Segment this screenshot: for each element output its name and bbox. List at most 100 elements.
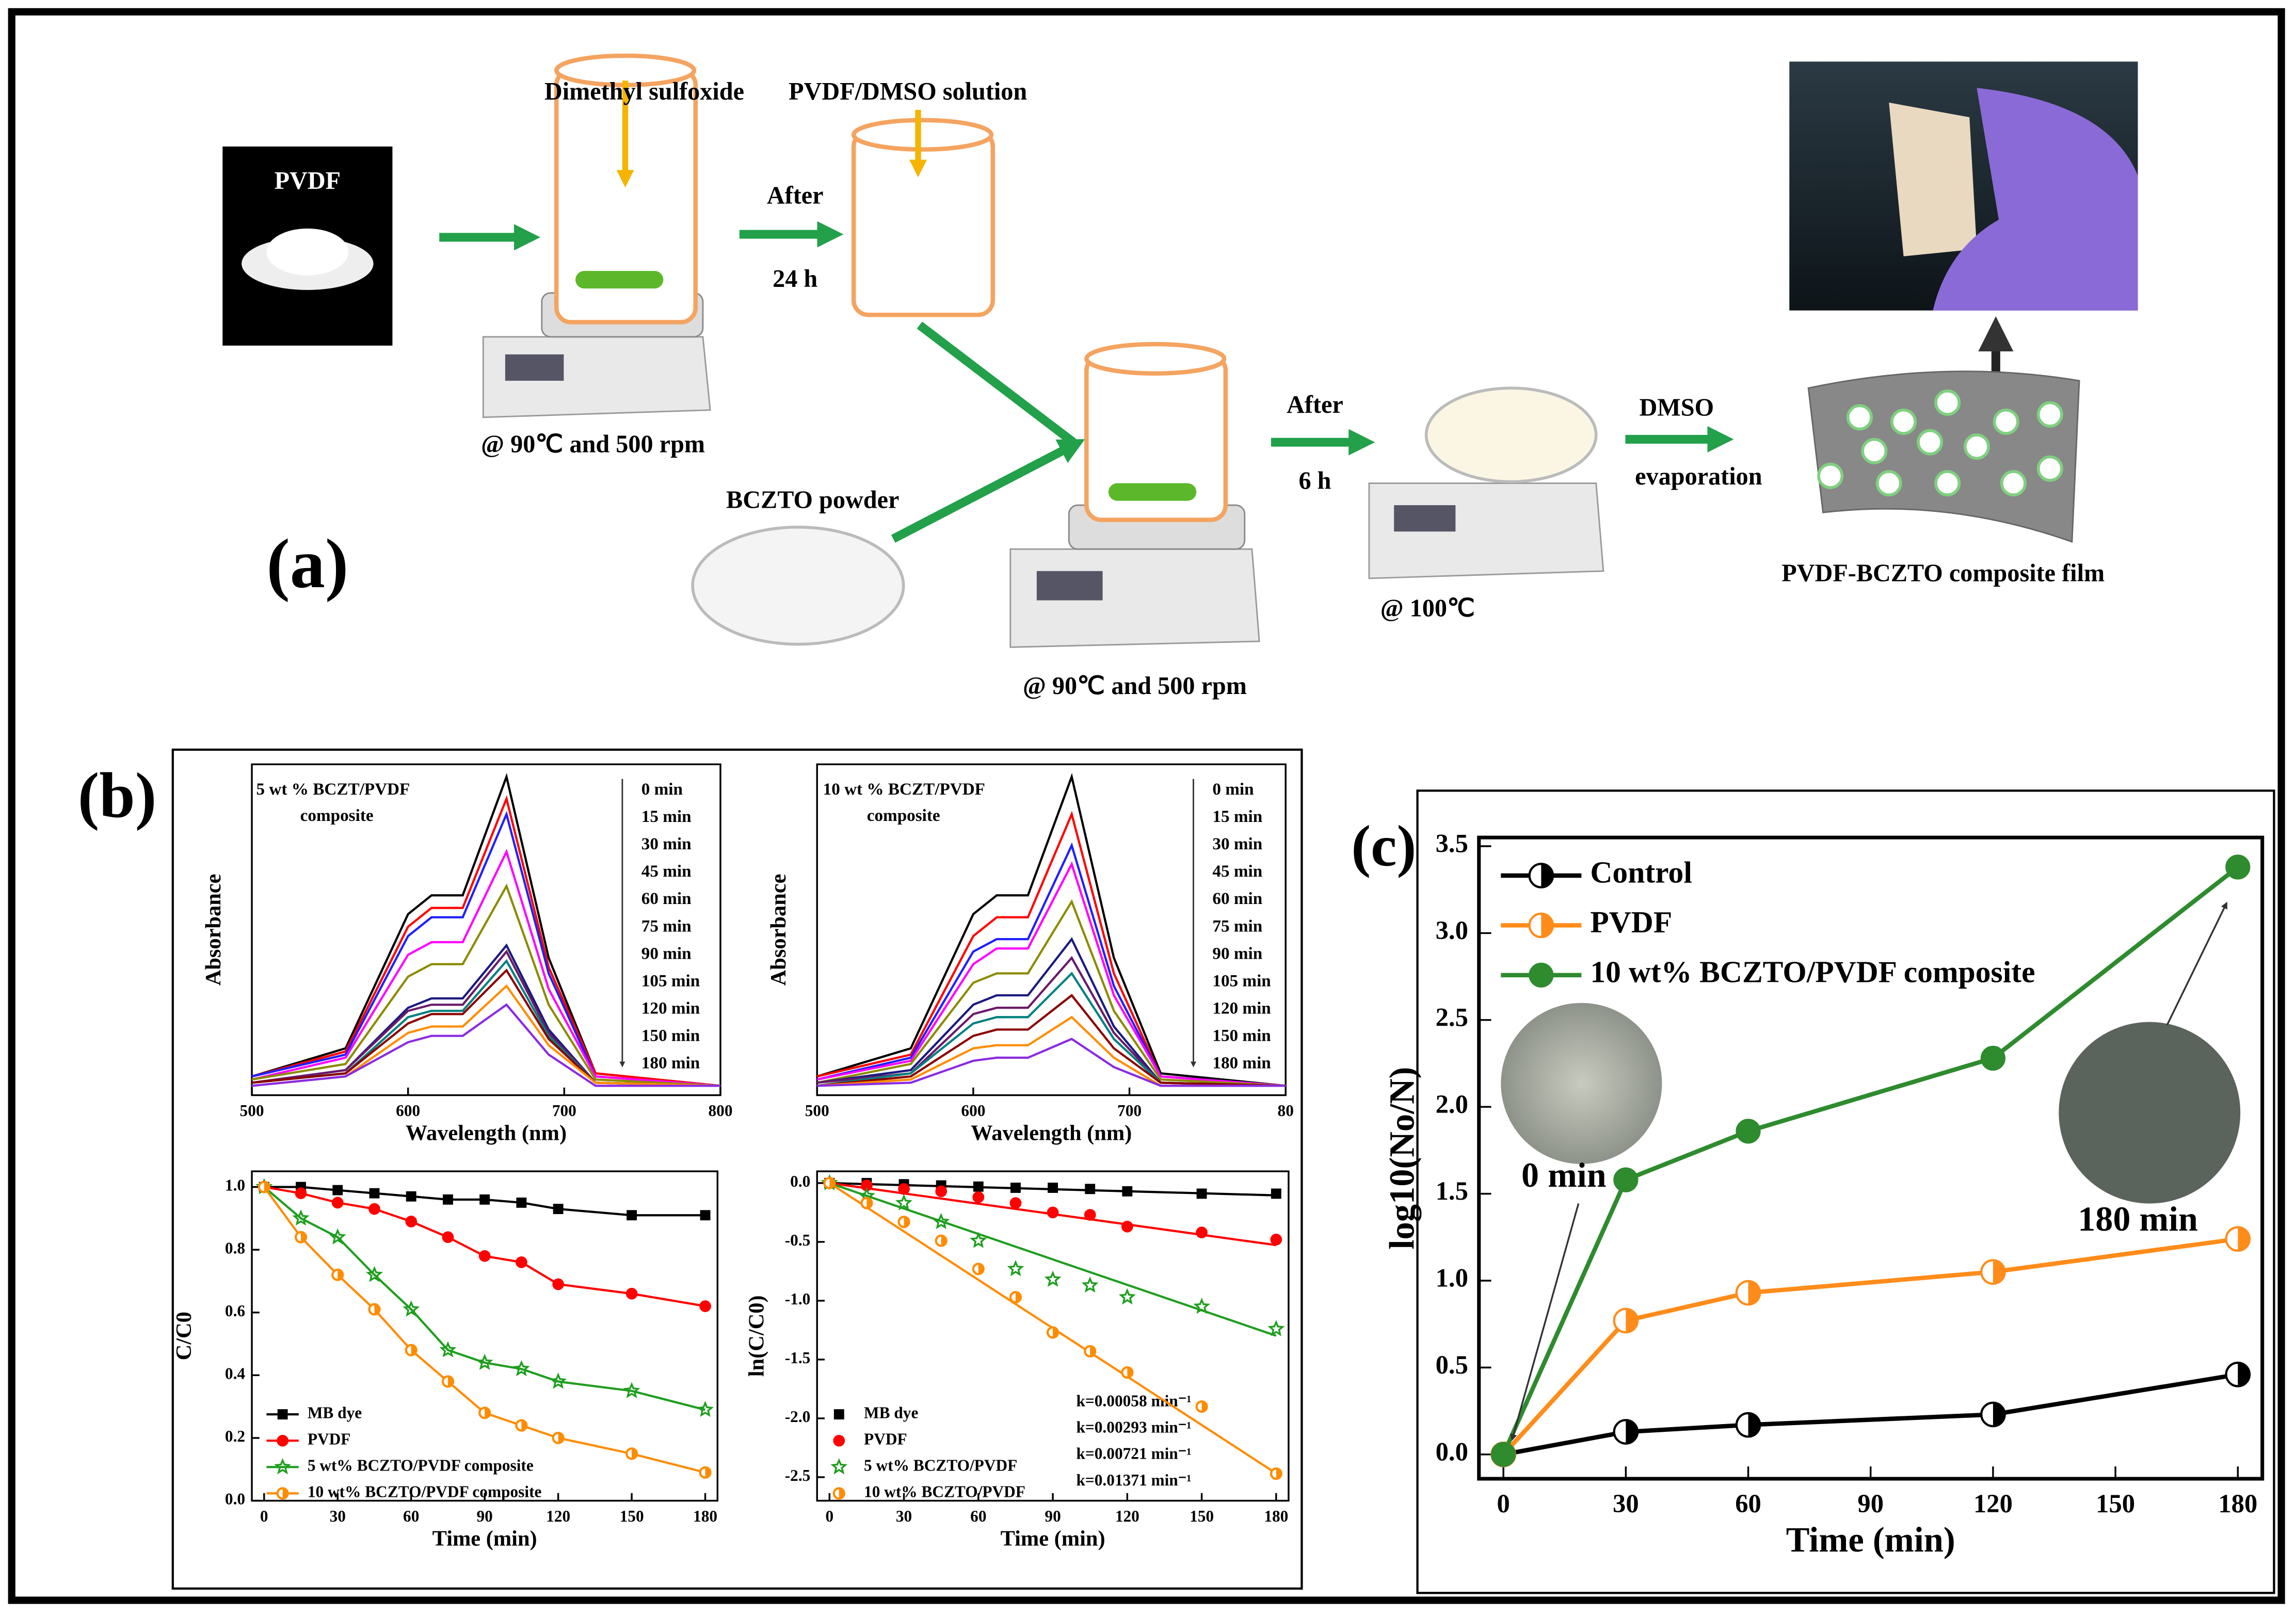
label: @ 100℃ [1380, 594, 1475, 622]
label: Dimethyl sulfoxide [544, 78, 744, 105]
powder [266, 228, 349, 276]
marker [516, 1256, 527, 1268]
legend-label: MB dye [864, 1403, 918, 1422]
marker [625, 1287, 638, 1300]
y-tick-label: 0.0 [1436, 1437, 1468, 1466]
x-tick-label: 500 [805, 1102, 829, 1120]
x-tick-label: 150 [2096, 1489, 2135, 1518]
marker-half [1090, 1346, 1096, 1356]
series-line [251, 773, 721, 1087]
marker [368, 1203, 380, 1215]
marker-half [2238, 1227, 2250, 1251]
y-axis-label: Absorbance [766, 874, 791, 986]
legend-label: 10 wt% BCZTO/PVDF composite [1590, 955, 2035, 989]
x-tick-label: 500 [240, 1102, 264, 1120]
series-line [816, 811, 1286, 1087]
fit-label: k=0.01371 min⁻¹ [1076, 1471, 1191, 1489]
y-tick-label: 3.5 [1436, 829, 1468, 858]
annotation: 10 wt % BCZT/PVDF [823, 780, 985, 799]
marker-half [904, 1217, 909, 1228]
marker-half [1015, 1292, 1021, 1302]
y-tick-label: 0.8 [225, 1239, 245, 1257]
marker-half [1748, 1413, 1760, 1437]
x-tick-label: 60 [403, 1507, 419, 1525]
x-tick-label: 60 [970, 1507, 986, 1525]
panel-a: PVDF Dimethyl sulfoxide PVDF/DMSO soluti… [222, 53, 2138, 700]
legend-label: 90 min [1212, 944, 1262, 963]
y-axis-label: log10(No/N) [1383, 1067, 1422, 1250]
x-tick-label: 0 [825, 1507, 833, 1525]
marker [1267, 1320, 1285, 1336]
panel-c-frame [1416, 789, 2275, 1594]
marker [1009, 1197, 1022, 1209]
marker [627, 1210, 637, 1221]
legend-label: 120 min [1212, 998, 1271, 1018]
marker [1193, 1298, 1211, 1314]
legend-label: 75 min [641, 916, 692, 935]
legend-label: 45 min [1212, 862, 1262, 881]
marker [439, 1341, 457, 1358]
plot-frame [251, 763, 721, 1096]
legend-label: 15 min [641, 807, 692, 826]
marker-half [978, 1264, 984, 1274]
marker [898, 1183, 910, 1195]
y-tick-label: 1.0 [225, 1176, 245, 1194]
marker [972, 1191, 985, 1203]
marker [1270, 1233, 1282, 1246]
x-axis-label: Wavelength (nm) [406, 1121, 567, 1145]
panel-label: (c) [1351, 814, 1416, 879]
marker [476, 1353, 493, 1370]
x-tick-label: 120 [1973, 1489, 2013, 1518]
legend-label: 150 min [641, 1026, 700, 1045]
marker [1121, 1220, 1133, 1233]
legend-label: 90 min [641, 944, 692, 963]
label: 24 h [773, 265, 817, 293]
marker [699, 1300, 711, 1312]
panel-label: (a) [266, 525, 348, 603]
marker [833, 1434, 845, 1447]
x-axis-label: Wavelength (nm) [971, 1121, 1132, 1145]
series-line [817, 956, 1286, 1087]
label: BCZTO powder [726, 486, 899, 513]
marker [550, 1372, 567, 1389]
marker [1196, 1226, 1208, 1238]
series-line [817, 994, 1286, 1087]
marker [442, 1231, 454, 1243]
series-line [816, 937, 1286, 1087]
glove [1933, 88, 2138, 311]
marker [1081, 1276, 1099, 1293]
marker [277, 1434, 288, 1447]
marker-half [1201, 1401, 1207, 1412]
marker [1047, 1206, 1059, 1219]
series-line [816, 773, 1286, 1087]
display [505, 354, 564, 381]
marker [933, 1213, 950, 1230]
marker [405, 1216, 418, 1228]
legend-label: PVDF [1590, 905, 1672, 939]
series-line [251, 984, 721, 1087]
marker [970, 1232, 987, 1248]
x-tick-label: 0 [1497, 1489, 1510, 1518]
marker [1529, 962, 1554, 988]
x-tick-label: 60 [1735, 1489, 1761, 1518]
legend-label: 30 min [1212, 834, 1262, 853]
marker [623, 1382, 640, 1398]
legend-label: 0 min [1212, 780, 1254, 799]
marker-half [1276, 1468, 1281, 1479]
x-tick-label: 90 [476, 1507, 492, 1525]
x-tick-label: 800 [708, 1102, 732, 1120]
marker-half [374, 1304, 380, 1315]
x-tick-label: 90 [1045, 1507, 1061, 1525]
y-tick-label: -1.0 [785, 1290, 811, 1308]
legend-label: Control [1590, 855, 1692, 890]
marker-half [632, 1448, 637, 1459]
arrow [891, 439, 1085, 543]
legend-label: 15 min [1212, 807, 1262, 826]
marker [833, 1409, 844, 1420]
legend-label: 105 min [641, 971, 700, 990]
marker [830, 1458, 848, 1475]
series-line [251, 1003, 720, 1087]
marker-half [558, 1432, 564, 1443]
legend-label: 45 min [641, 862, 692, 881]
annotation: 5 wt % BCZT/PVDF [256, 780, 410, 799]
